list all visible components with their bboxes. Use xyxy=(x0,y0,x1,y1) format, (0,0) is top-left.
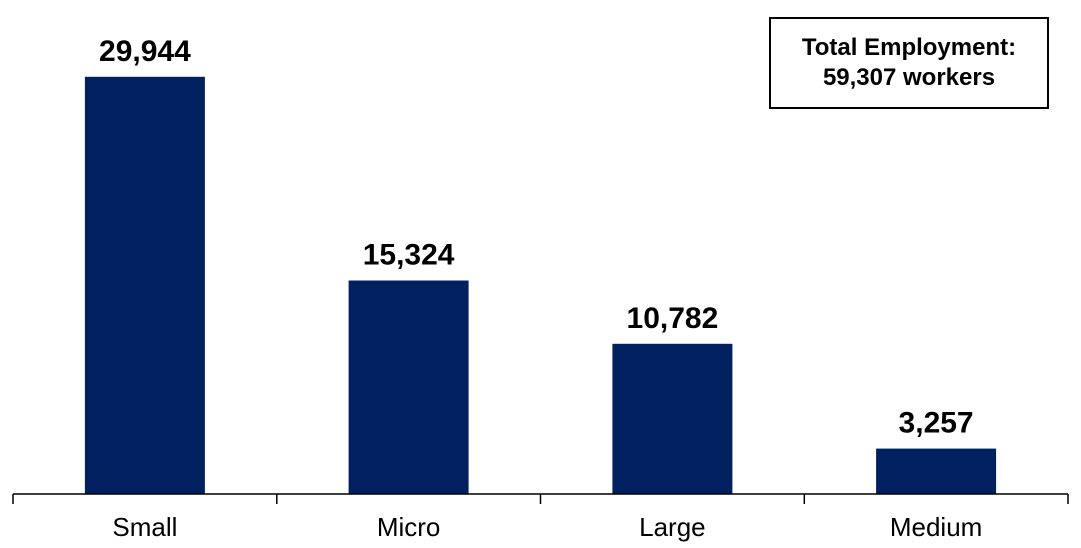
x-tick-label: Large xyxy=(639,512,706,542)
bar xyxy=(612,343,733,494)
annotation-line-2: 59,307 workers xyxy=(822,64,996,91)
x-tick-label: Micro xyxy=(377,512,441,542)
bar-value-label: 15,324 xyxy=(363,239,455,272)
labels-layer: 29,944 Small 15,324 Micro 10,782 Large 3,257 Me… xyxy=(99,35,982,542)
bar-value-label: 29,944 xyxy=(99,35,191,68)
x-tick-label: Medium xyxy=(890,512,982,542)
annotation-line-1: Total Employment: xyxy=(801,34,1017,61)
bar-value-label: 10,782 xyxy=(627,302,719,335)
total-employment-annotation: Total Employment: 59,307 workers xyxy=(769,17,1049,109)
bar-value-label: 3,257 xyxy=(899,407,974,440)
bars-layer xyxy=(84,76,997,495)
x-axis xyxy=(12,493,1069,504)
bar xyxy=(348,280,469,494)
bar xyxy=(84,76,205,495)
x-tick-label: Small xyxy=(112,512,177,542)
bar xyxy=(876,448,997,494)
